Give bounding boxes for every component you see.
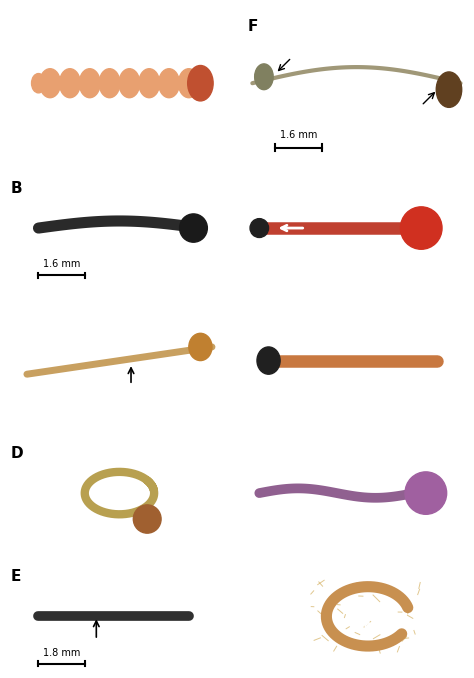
Text: H: H	[248, 306, 261, 321]
Circle shape	[40, 68, 61, 98]
Text: 3.6 mm: 3.6 mm	[280, 647, 317, 658]
Text: 1.6 mm: 1.6 mm	[280, 259, 317, 269]
Circle shape	[189, 334, 212, 361]
Circle shape	[436, 72, 462, 107]
Text: A: A	[11, 19, 22, 34]
Text: 1.8 mm: 1.8 mm	[43, 647, 80, 658]
Text: 1.6 mm: 1.6 mm	[280, 129, 317, 140]
Circle shape	[180, 214, 207, 242]
Text: E: E	[11, 570, 21, 584]
Circle shape	[119, 68, 140, 98]
Circle shape	[257, 347, 280, 374]
Circle shape	[178, 68, 199, 98]
Text: I: I	[248, 446, 254, 461]
Text: B: B	[11, 181, 22, 196]
Circle shape	[405, 472, 447, 515]
Circle shape	[250, 218, 269, 237]
Text: C: C	[11, 306, 22, 321]
Circle shape	[255, 64, 273, 89]
Circle shape	[32, 73, 46, 93]
Text: F: F	[248, 19, 258, 34]
Circle shape	[79, 68, 100, 98]
Circle shape	[188, 66, 213, 101]
Circle shape	[99, 68, 120, 98]
Text: 1.8 mm: 1.8 mm	[43, 398, 80, 408]
Circle shape	[401, 207, 442, 250]
Text: J: J	[248, 570, 254, 584]
Text: G: G	[248, 181, 260, 196]
Circle shape	[133, 505, 161, 533]
Circle shape	[159, 68, 180, 98]
Circle shape	[139, 68, 160, 98]
Text: 2.24 mm: 2.24 mm	[277, 524, 320, 534]
Text: 1.6 mm: 1.6 mm	[43, 259, 80, 269]
Circle shape	[59, 68, 80, 98]
Text: D: D	[11, 446, 23, 461]
